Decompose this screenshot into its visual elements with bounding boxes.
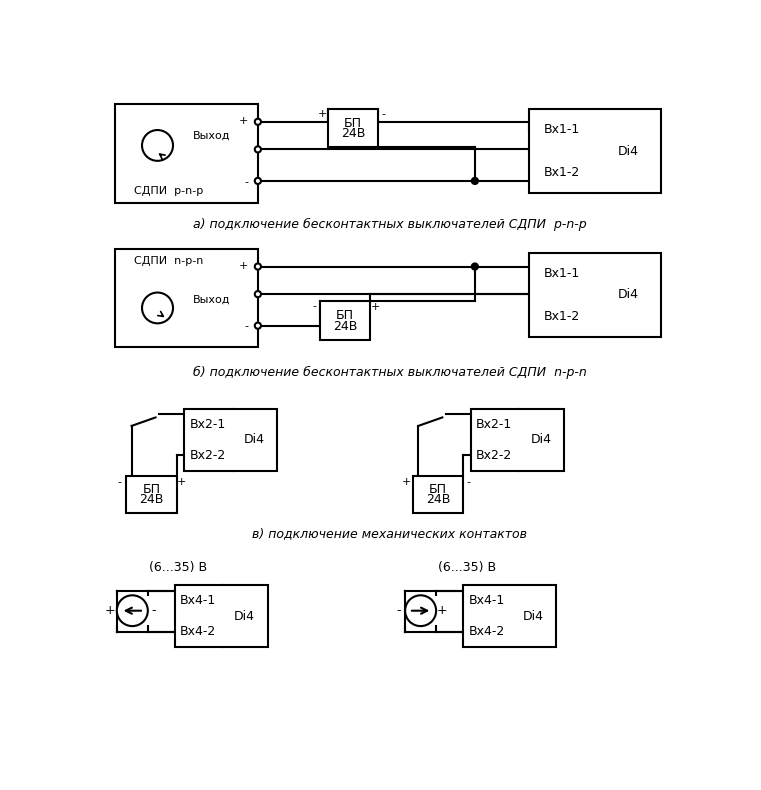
Bar: [175, 585, 268, 647]
Text: -: -: [466, 477, 470, 487]
Text: 24В: 24В: [341, 127, 365, 140]
Text: б) подключение бесконтактных выключателей СДПИ  n-p-n: б) подключение бесконтактных выключателе…: [193, 366, 587, 378]
Text: СДПИ  p-n-p: СДПИ p-n-p: [135, 186, 204, 196]
Text: Вх4-2: Вх4-2: [180, 625, 216, 638]
Text: Вх2-2: Вх2-2: [189, 449, 225, 461]
Text: Вх2-1: Вх2-1: [189, 418, 225, 431]
Bar: [463, 585, 556, 647]
Text: а) подключение бесконтактных выключателей СДПИ  p-n-p: а) подключение бесконтактных выключателе…: [193, 217, 587, 231]
Text: -: -: [244, 177, 249, 186]
Bar: [114, 104, 258, 202]
Circle shape: [255, 118, 261, 125]
Text: БП: БП: [142, 483, 161, 496]
Text: Di4: Di4: [617, 145, 638, 157]
Text: Вх4-1: Вх4-1: [180, 594, 216, 608]
Text: в) подключение механических контактов: в) подключение механических контактов: [252, 527, 527, 540]
Text: Вх2-2: Вх2-2: [476, 449, 512, 461]
Text: -: -: [381, 109, 385, 119]
Circle shape: [472, 178, 478, 184]
Text: -: -: [396, 604, 400, 617]
Text: +: +: [239, 116, 249, 126]
Text: БП: БП: [336, 310, 354, 322]
Text: -: -: [118, 477, 122, 487]
Text: Вх1-1: Вх1-1: [544, 267, 580, 280]
Text: БП: БП: [429, 483, 447, 496]
Circle shape: [142, 130, 173, 161]
Text: 24В: 24В: [333, 320, 357, 333]
Text: Di4: Di4: [617, 288, 638, 302]
Text: +: +: [104, 604, 115, 617]
Text: Выход: Выход: [193, 295, 231, 305]
Circle shape: [255, 178, 261, 184]
Text: +: +: [402, 477, 412, 487]
Text: +: +: [371, 302, 380, 311]
Text: -: -: [151, 604, 156, 617]
Text: +: +: [177, 477, 186, 487]
Text: 24В: 24В: [426, 494, 451, 506]
Text: Di4: Di4: [244, 433, 265, 446]
Text: Di4: Di4: [530, 433, 551, 446]
Text: (6...35) В: (6...35) В: [438, 561, 496, 574]
Bar: [413, 476, 463, 513]
Bar: [529, 109, 661, 194]
Text: (6...35) В: (6...35) В: [149, 561, 208, 574]
Text: Di4: Di4: [523, 610, 543, 623]
Circle shape: [405, 596, 436, 626]
Bar: [184, 409, 277, 471]
Text: -: -: [244, 322, 249, 332]
Text: БП: БП: [344, 117, 361, 130]
Circle shape: [117, 596, 148, 626]
Circle shape: [255, 146, 261, 152]
Text: +: +: [437, 604, 447, 617]
Circle shape: [255, 291, 261, 297]
Text: Вх2-1: Вх2-1: [476, 418, 512, 431]
Bar: [471, 409, 564, 471]
Text: 24В: 24В: [139, 494, 164, 506]
Text: Выход: Выход: [193, 130, 231, 141]
Circle shape: [255, 322, 261, 329]
Text: Вх1-1: Вх1-1: [544, 123, 580, 137]
Text: Вх1-2: Вх1-2: [544, 166, 580, 179]
Text: Вх1-2: Вх1-2: [544, 310, 580, 322]
Text: Вх4-2: Вх4-2: [468, 625, 505, 638]
Bar: [529, 253, 661, 337]
Text: +: +: [317, 109, 327, 119]
Text: +: +: [239, 261, 249, 271]
Circle shape: [472, 263, 478, 269]
Text: Вх4-1: Вх4-1: [468, 594, 505, 608]
Bar: [126, 476, 177, 513]
Circle shape: [255, 263, 261, 269]
Bar: [114, 249, 258, 348]
Text: Di4: Di4: [234, 610, 255, 623]
Bar: [320, 301, 371, 340]
Bar: [328, 109, 378, 147]
Text: СДПИ  n-p-n: СДПИ n-p-n: [134, 256, 204, 265]
Text: -: -: [313, 302, 317, 311]
Circle shape: [142, 292, 173, 323]
